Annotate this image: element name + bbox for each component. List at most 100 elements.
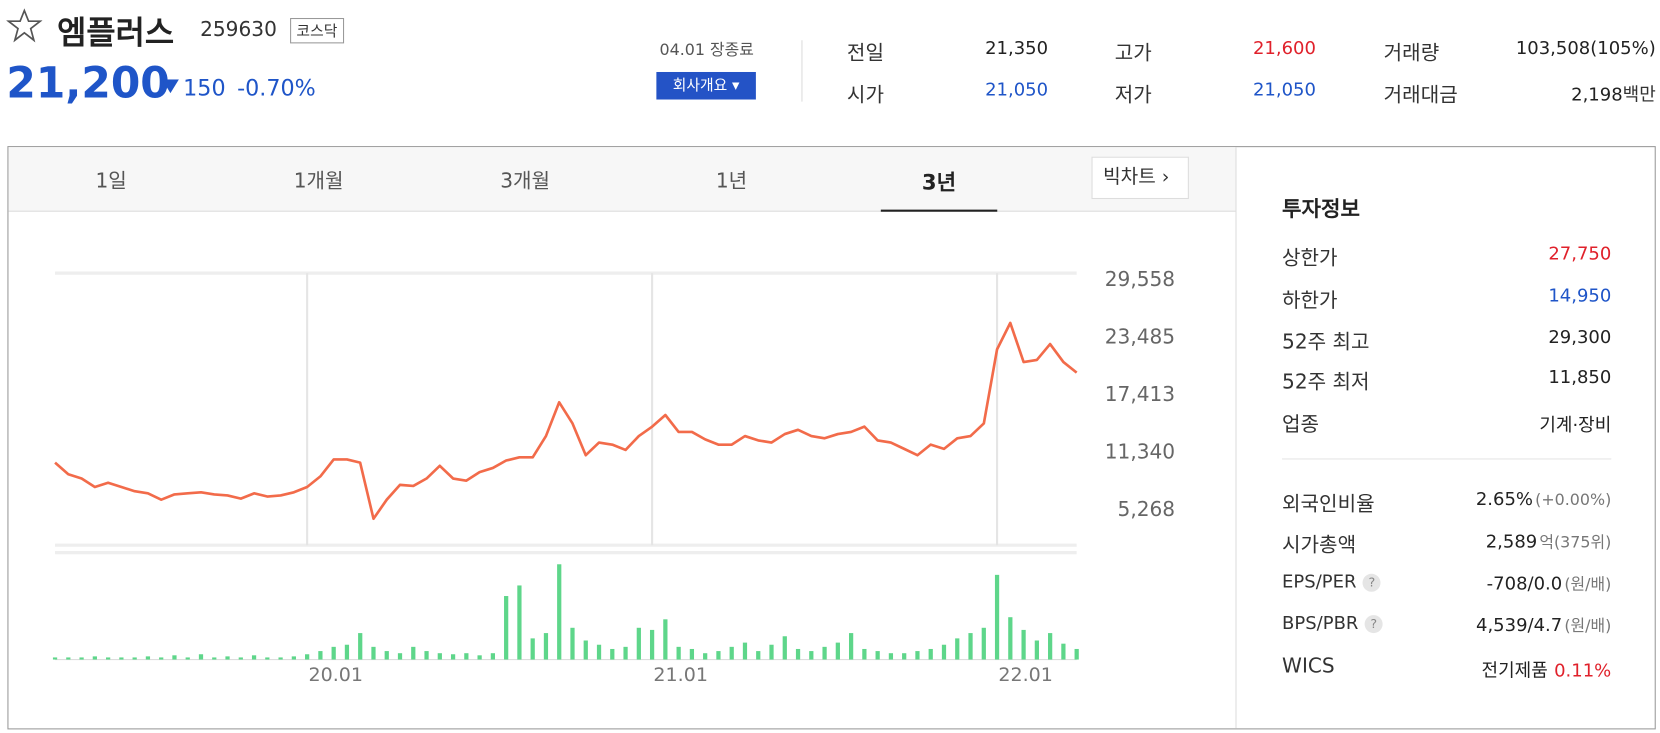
- volume-bar: [397, 653, 403, 660]
- invest-value: -708/0.0 (원/배): [1487, 573, 1612, 595]
- volume-bar: [238, 657, 243, 660]
- invest-separator: [1282, 458, 1612, 460]
- volume-bar: [1061, 643, 1066, 660]
- market-time: 04.01 장종료: [659, 40, 754, 60]
- volume-bar: [596, 644, 602, 660]
- invest-value: 14,950: [1548, 285, 1612, 308]
- summary-value: 2,198백만: [1571, 79, 1656, 106]
- volume-bar: [703, 653, 708, 660]
- volume-bar: [358, 633, 363, 660]
- invest-value: 2.65% (+0.00%): [1476, 489, 1611, 510]
- volume-bar: [1048, 633, 1053, 660]
- volume-bar: [530, 638, 535, 660]
- summary-value: 21,600: [1252, 38, 1316, 60]
- volume-bar: [689, 648, 695, 660]
- volume-bar: [915, 651, 920, 660]
- extra: (원/배): [1564, 616, 1612, 636]
- tab[interactable]: 1년: [715, 169, 748, 193]
- volume-bar: [835, 642, 840, 660]
- volume-bar: [610, 648, 615, 660]
- volume-bar: [623, 646, 628, 660]
- panel-separator: [1235, 147, 1237, 729]
- tab-active[interactable]: 3년: [921, 169, 957, 195]
- volume-bar: [782, 636, 787, 660]
- company-button[interactable]: 회사개요 ▾: [656, 71, 756, 100]
- volume-bar: [583, 640, 588, 660]
- down-arrow: [161, 79, 179, 94]
- invest-label: 외국인비율: [1282, 488, 1375, 517]
- favorite-star[interactable]: [6, 8, 43, 43]
- volume-bar: [729, 646, 734, 660]
- invest-label: 하한가: [1282, 289, 1338, 313]
- x-tick-label: 20.01: [308, 664, 363, 686]
- chart-box: [7, 146, 1656, 730]
- volume-bar: [411, 646, 416, 660]
- invest-label: 52주 최고: [1282, 330, 1370, 354]
- value: 4,539/4.7: [1476, 615, 1563, 637]
- volume-bar: [424, 651, 429, 660]
- invest-label: 업종: [1282, 412, 1320, 437]
- label: 시가총액: [1282, 533, 1357, 557]
- volume-bar: [305, 654, 310, 660]
- invest-label: WICS: [1282, 654, 1335, 677]
- label: EPS/PER: [1282, 571, 1357, 593]
- volume-bar: [742, 642, 748, 660]
- label: WICS: [1282, 654, 1335, 678]
- y-tick-label: 5,268: [1118, 497, 1176, 521]
- volume-bar: [79, 657, 84, 660]
- summary-value: 21,050: [985, 79, 1049, 101]
- volume-bar: [384, 651, 389, 660]
- label: BPS/PBR: [1282, 612, 1359, 635]
- summary-label: 고가: [1114, 41, 1152, 65]
- company-button-label: 회사개요: [672, 77, 728, 95]
- volume-bar: [119, 657, 124, 660]
- invest-value: 29,300: [1548, 327, 1612, 349]
- volume-bar: [981, 627, 986, 660]
- volume-bar: [159, 657, 164, 660]
- volume-bar: [557, 564, 562, 660]
- invest-title: 투자정보: [1282, 195, 1360, 222]
- tab[interactable]: 3개월: [500, 169, 551, 193]
- tab[interactable]: 1개월: [293, 169, 344, 193]
- summary-value: 103,508(105%): [1515, 38, 1656, 60]
- volume-bar: [145, 656, 151, 660]
- tab[interactable]: 1일: [95, 169, 127, 193]
- volume-bar: [92, 656, 97, 660]
- volume-bar: [862, 648, 867, 660]
- volume-bar: [450, 654, 456, 660]
- price-change: 150: [183, 75, 226, 101]
- invest-value: 전기제품 0.11%: [1482, 655, 1612, 682]
- volume-bar: [1021, 629, 1026, 660]
- volume-bar: [251, 655, 257, 660]
- tab-underline: [880, 209, 998, 212]
- extra: (+0.00%): [1535, 490, 1612, 510]
- volume-bar: [52, 657, 58, 660]
- invest-value: 2,589 억(375위): [1486, 530, 1612, 552]
- summary-label: 전일: [846, 41, 884, 65]
- invest-label: BPS/PBR?: [1282, 613, 1383, 634]
- volume-bar: [941, 644, 947, 660]
- volume-bar: [756, 651, 761, 660]
- volume-bar: [875, 651, 880, 660]
- volume-bar: [968, 633, 973, 660]
- volume-bar: [212, 657, 217, 660]
- volume-bar: [318, 651, 323, 660]
- big-chart-button[interactable]: 빅차트 ›: [1091, 156, 1189, 200]
- invest-label: 52주 최저: [1282, 370, 1370, 394]
- label: 외국인비율: [1282, 492, 1375, 516]
- volume-bar: [185, 657, 190, 660]
- current-price: 21,200: [6, 59, 170, 108]
- summary-value: 21,350: [985, 38, 1049, 60]
- volume-bar: [66, 657, 71, 660]
- volume-bar: [570, 627, 575, 660]
- invest-value: 27,750: [1548, 243, 1612, 265]
- volume-bar: [1034, 640, 1039, 660]
- volume-bar: [504, 596, 509, 660]
- tab-bar: [8, 147, 1236, 212]
- volume-bar: [437, 653, 442, 660]
- volume-bar: [955, 638, 960, 660]
- summary-label: 시가: [846, 83, 884, 107]
- value: -708/0.0: [1486, 573, 1563, 595]
- volume-bar: [795, 648, 801, 660]
